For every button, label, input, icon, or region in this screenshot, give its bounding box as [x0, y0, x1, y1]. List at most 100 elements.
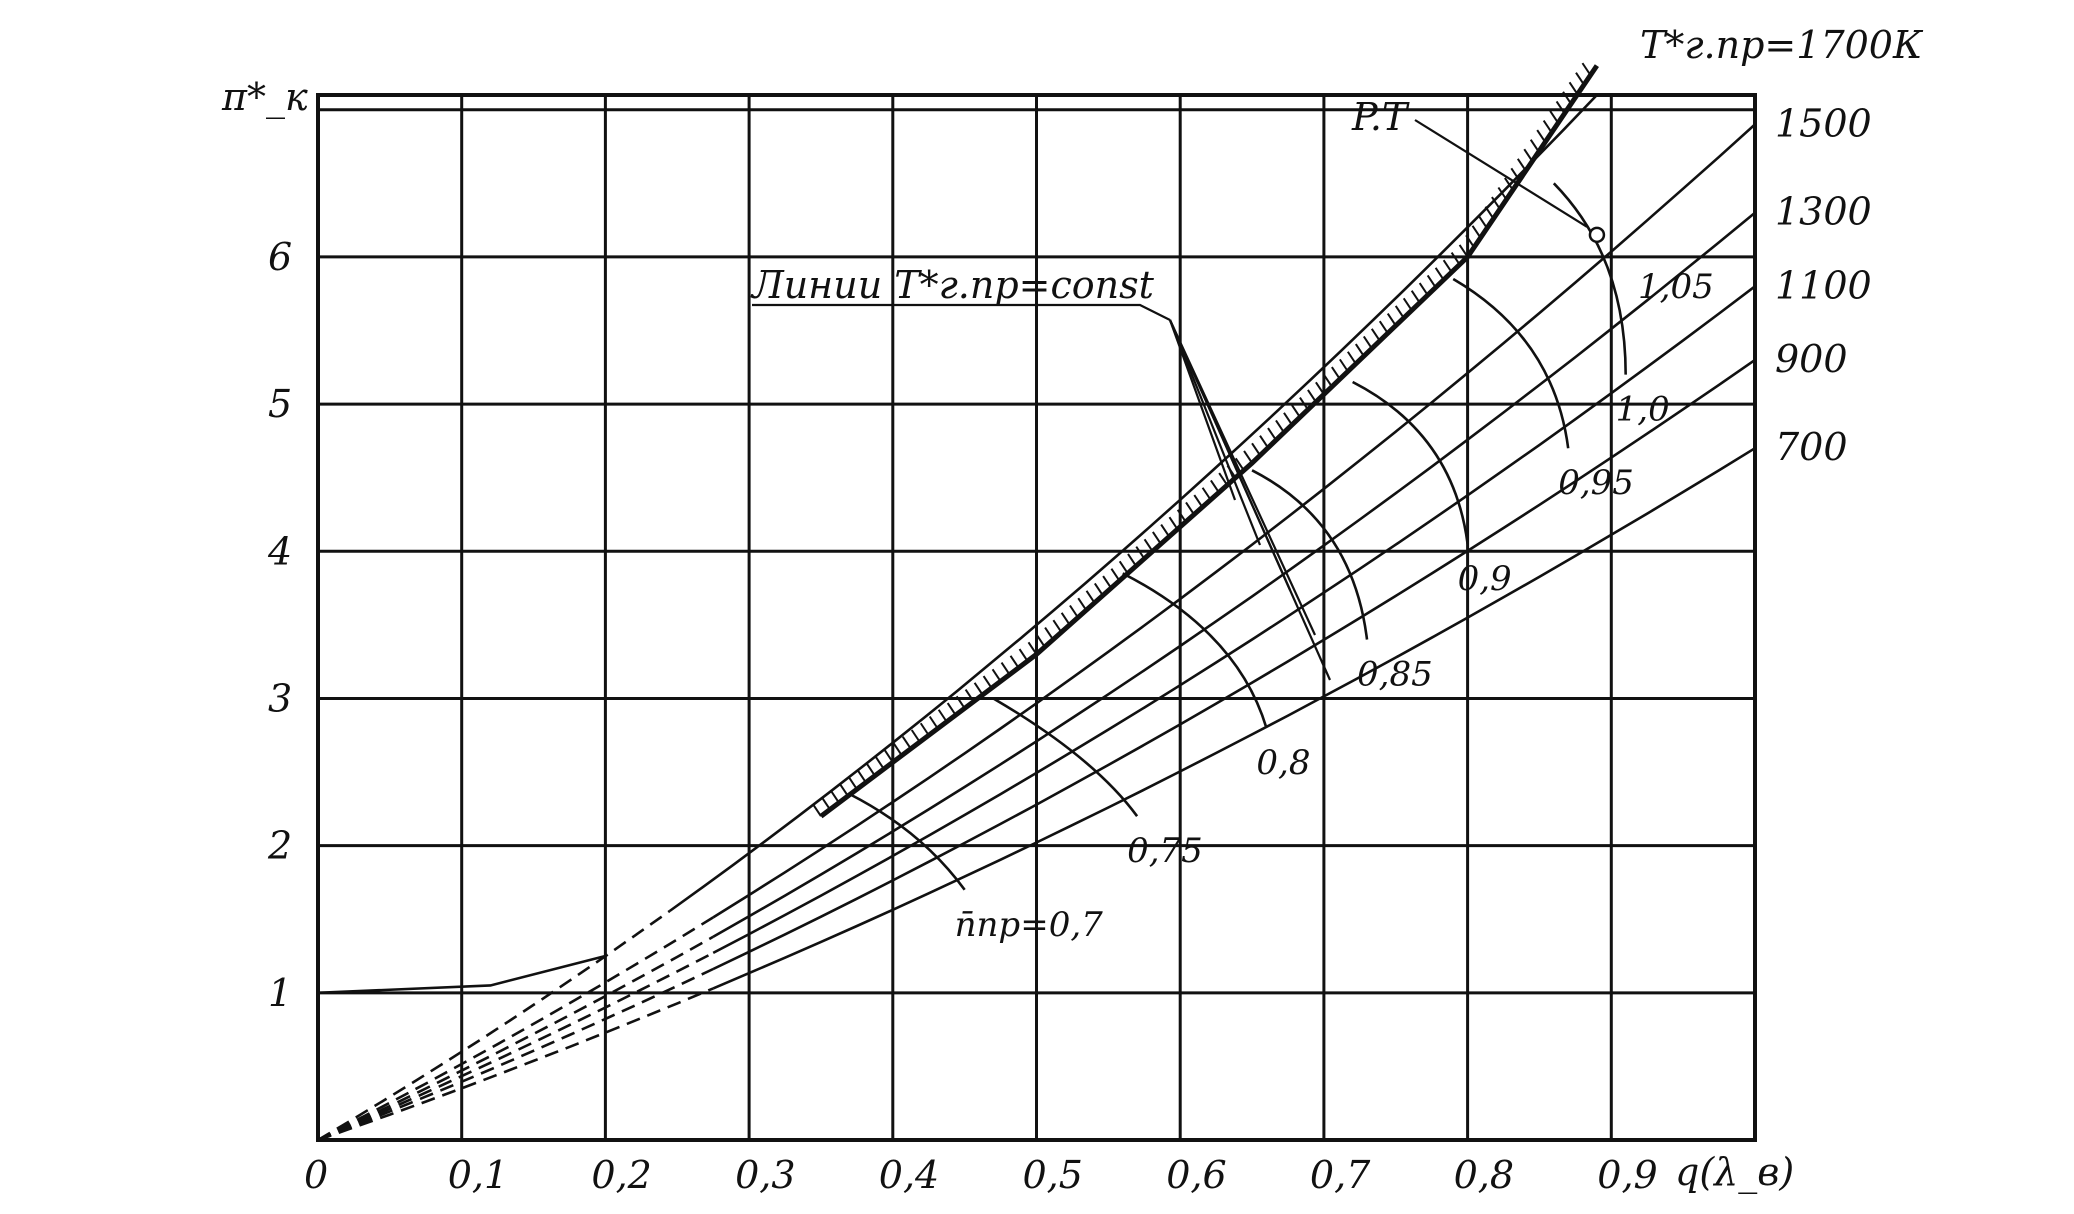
- surge-line: [819, 64, 1599, 819]
- surge-hatch: [946, 702, 957, 716]
- surge-hatch: [1135, 546, 1146, 560]
- surge-hatch: [1027, 641, 1038, 655]
- surge-hatch: [1323, 374, 1333, 388]
- surge-hatch: [1218, 472, 1229, 486]
- surge-hatch: [1077, 597, 1088, 611]
- surge-hatch: [1458, 244, 1469, 258]
- labels: π*_к q(λ_в) T*г.пр=1700К Линии T*г.пр=co…: [221, 23, 1924, 1195]
- surge-hatch: [1176, 509, 1187, 523]
- x-tick-label: 0: [304, 1153, 328, 1197]
- surge-hatch: [812, 803, 822, 817]
- surge-hatch: [1234, 457, 1245, 471]
- y-tick-label: 5: [268, 382, 292, 426]
- speed-line: [1122, 572, 1268, 729]
- surge-hatch: [955, 695, 966, 709]
- axes: 0 0,1 0,2 0,3 0,4 0,5 0,6 0,7 0,8 0,9 1 2 3 4 5 6: [267, 93, 1757, 1197]
- temperature-line-dashed: [317, 951, 714, 1142]
- lines-label-leader: [1168, 319, 1262, 546]
- surge-hatch: [1069, 604, 1079, 619]
- surge-hatch: [1370, 328, 1381, 342]
- surge-hatch: [910, 729, 921, 743]
- surge-hatch: [1210, 479, 1220, 493]
- surge-hatch: [1201, 487, 1212, 501]
- surge-hatch: [839, 783, 849, 797]
- surge-hatch: [928, 715, 939, 730]
- y-tick-label: 3: [268, 676, 292, 720]
- surge-hatch: [1362, 335, 1373, 350]
- surge-hatch: [919, 722, 930, 736]
- temperature-header: T*г.пр=1700К: [1640, 23, 1924, 67]
- surge-hatch: [1275, 419, 1285, 433]
- surge-hatch: [1562, 91, 1572, 105]
- surge-hatch: [1504, 177, 1514, 191]
- surge-hatch: [1160, 523, 1170, 538]
- speed-1-05-label: 1,05: [1638, 267, 1714, 307]
- speed-label: 1,0: [1616, 390, 1670, 430]
- surge-hatch: [1299, 396, 1309, 411]
- surge-hatch: [1426, 274, 1437, 288]
- surge-hatch: [1251, 442, 1261, 456]
- surge-hatch: [1035, 634, 1046, 648]
- surge-hatch: [1347, 351, 1357, 365]
- surge-hatch: [1259, 435, 1269, 449]
- x-tick-label: 0,8: [1454, 1153, 1514, 1197]
- temperature-line: [712, 211, 1756, 938]
- lines-label-leader: [1168, 319, 1332, 681]
- surge-hatch: [1118, 560, 1129, 574]
- speed-line: [1352, 380, 1469, 545]
- surge-hatch: [1491, 196, 1501, 210]
- temperature-lines: 1500 1300 1100 900 700: [317, 94, 1872, 1142]
- surge-hatch: [1386, 313, 1397, 327]
- surge-hatch: [1000, 661, 1011, 676]
- temperature-line-dashed: [317, 987, 714, 1142]
- x-tick-label: 0,7: [1310, 1153, 1371, 1197]
- surge-hatch: [1018, 648, 1029, 662]
- unity-line: [317, 954, 606, 995]
- surge-hatch: [1542, 119, 1553, 134]
- surge-hatch: [821, 796, 831, 811]
- surge-hatch: [1009, 655, 1020, 669]
- surge-hatch: [1168, 516, 1179, 530]
- surge-hatch: [973, 682, 984, 696]
- surge-hatch: [1549, 110, 1559, 124]
- temperature-line-dashed: [317, 967, 714, 1142]
- surge-hatch: [982, 675, 993, 689]
- surge-hatch: [901, 736, 912, 750]
- speed-line: [849, 792, 966, 891]
- surge-line: [812, 62, 1606, 819]
- surge-hatch: [1110, 568, 1121, 582]
- temperature-label: 1100: [1775, 263, 1872, 307]
- surge-hatch: [1060, 612, 1071, 626]
- surge-hatch: [1434, 267, 1445, 281]
- speed-line: [1552, 182, 1627, 375]
- x-tick-label: 0,1: [448, 1153, 508, 1197]
- x-tick-label: 0,2: [591, 1153, 651, 1197]
- surge-hatch: [1315, 381, 1325, 395]
- surge-hatch: [892, 742, 903, 757]
- surge-hatch: [1529, 139, 1540, 153]
- surge-hatch: [1185, 501, 1195, 516]
- y-tick-label: 2: [267, 824, 292, 868]
- temperature-label: 1500: [1775, 101, 1872, 145]
- surge-hatch: [1410, 290, 1421, 304]
- surge-hatch: [1243, 450, 1253, 464]
- surge-hatch: [1510, 167, 1521, 181]
- x-tick-label: 0,5: [1023, 1153, 1083, 1197]
- surge-hatch: [883, 749, 894, 763]
- plot-frame: [316, 93, 1757, 1142]
- surge-hatch: [1267, 427, 1277, 441]
- x-tick-label: 0,6: [1166, 1153, 1226, 1197]
- speed-label: 0,95: [1558, 463, 1634, 503]
- surge-hatch: [1402, 297, 1413, 311]
- x-tick-label: 0,3: [735, 1153, 795, 1197]
- surge-hatch: [1291, 404, 1301, 418]
- temperature-label: 1300: [1775, 190, 1872, 234]
- design-point: [1588, 226, 1606, 244]
- lines-label-underline: [752, 303, 1171, 321]
- surge-hatch: [1085, 590, 1096, 604]
- design-point-label: P.T: [1351, 95, 1410, 139]
- surge-hatch: [937, 709, 948, 723]
- surge-hatch: [964, 688, 975, 703]
- speed-label: n̄пр=0,7: [955, 905, 1103, 945]
